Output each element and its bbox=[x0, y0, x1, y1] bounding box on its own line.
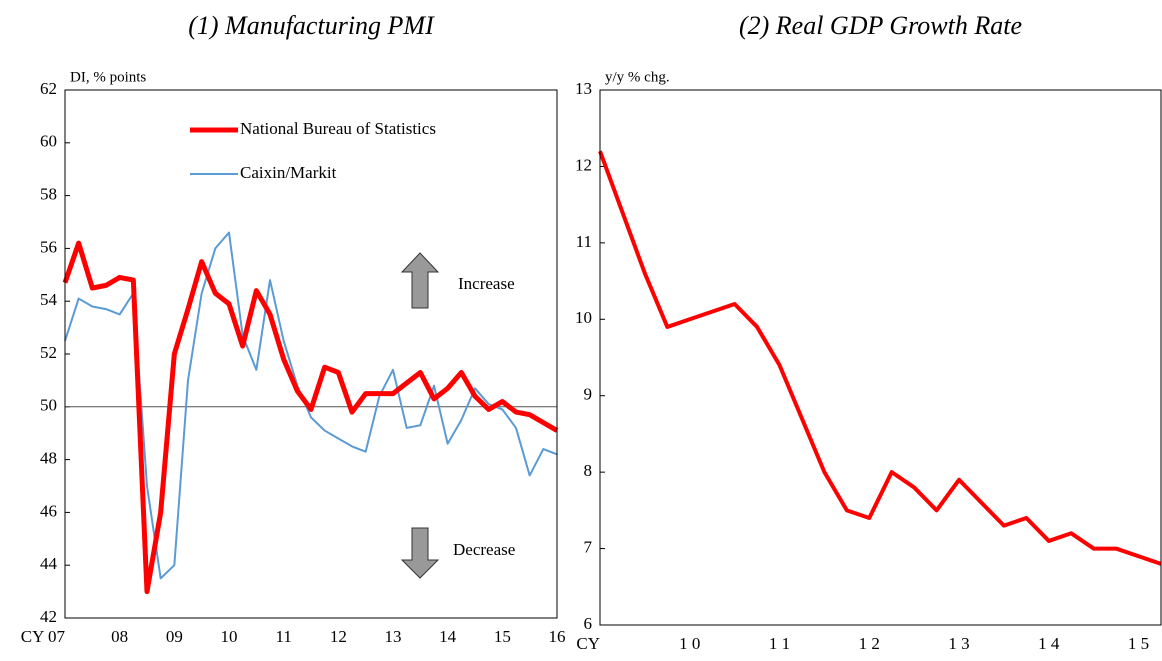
down-arrow bbox=[400, 527, 440, 579]
x-tick-label: CY bbox=[576, 634, 600, 653]
plot-frame bbox=[599, 89, 1162, 626]
x-tick-label: 1 2 bbox=[859, 634, 880, 653]
y-tick-label: 12 bbox=[575, 155, 592, 174]
series-line bbox=[598, 150, 1162, 566]
x-tick-label: CY 07 bbox=[21, 627, 66, 646]
y-tick-label: 6 bbox=[584, 614, 593, 633]
y-tick-label: 42 bbox=[40, 607, 57, 626]
x-tick-label: 1 1 bbox=[769, 634, 790, 653]
x-tick-label: 12 bbox=[330, 627, 347, 646]
y-tick-label: 46 bbox=[40, 501, 57, 520]
x-tick-label: 09 bbox=[166, 627, 183, 646]
y-tick-label: 11 bbox=[576, 232, 592, 251]
y-tick-label: 56 bbox=[40, 237, 57, 256]
y-axis-label: y/y % chg. bbox=[605, 69, 670, 85]
legend-label: Caixin/Markit bbox=[240, 163, 337, 182]
series-line bbox=[64, 231, 558, 580]
y-tick-label: 62 bbox=[40, 79, 57, 98]
chart-title: (2) Real GDP Growth Rate bbox=[739, 11, 1022, 40]
y-tick-label: 9 bbox=[584, 385, 593, 404]
y-tick-label: 10 bbox=[575, 308, 592, 327]
x-tick-label: 10 bbox=[221, 627, 238, 646]
legend-label: National Bureau of Statistics bbox=[240, 119, 436, 138]
x-tick-label: 1 5 bbox=[1128, 634, 1149, 653]
annotation: Decrease bbox=[453, 540, 515, 559]
y-axis-label: DI, % points bbox=[70, 69, 146, 85]
x-tick-label: 13 bbox=[385, 627, 402, 646]
series-line bbox=[62, 240, 559, 595]
x-tick-label: 15 bbox=[494, 627, 511, 646]
y-tick-label: 52 bbox=[40, 343, 57, 362]
y-tick-label: 50 bbox=[40, 396, 57, 415]
x-tick-label: 1 0 bbox=[679, 634, 700, 653]
y-tick-label: 8 bbox=[584, 461, 593, 480]
y-tick-label: 60 bbox=[40, 132, 57, 151]
y-tick-label: 7 bbox=[584, 537, 593, 556]
y-tick-label: 13 bbox=[575, 79, 592, 98]
x-tick-label: 16 bbox=[549, 627, 566, 646]
up-arrow bbox=[400, 252, 440, 309]
y-tick-label: 48 bbox=[40, 449, 57, 468]
y-tick-label: 58 bbox=[40, 185, 57, 204]
y-tick-label: 54 bbox=[40, 290, 58, 309]
x-tick-label: 1 4 bbox=[1038, 634, 1060, 653]
x-tick-label: 08 bbox=[111, 627, 128, 646]
chart-title: (1) Manufacturing PMI bbox=[188, 11, 435, 40]
x-tick-label: 1 3 bbox=[948, 634, 969, 653]
x-tick-label: 14 bbox=[439, 627, 457, 646]
x-tick-label: 11 bbox=[275, 627, 291, 646]
y-tick-label: 44 bbox=[40, 554, 58, 573]
annotation: Increase bbox=[458, 274, 515, 293]
plot-frame bbox=[64, 89, 558, 619]
